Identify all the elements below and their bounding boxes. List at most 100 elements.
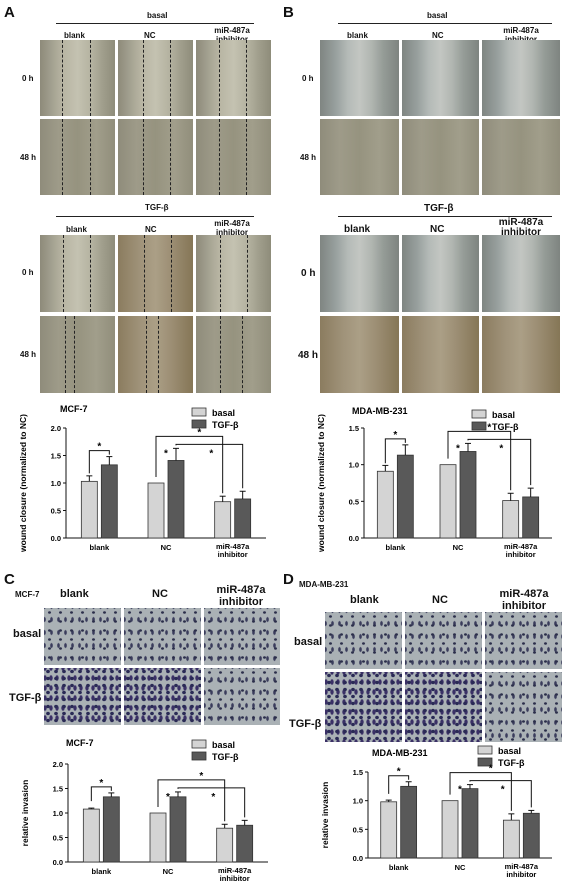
panel-a-tgf-col-inhibitor: miR-487a inhibitor — [214, 219, 250, 237]
panel-c-col-nc: NC — [152, 588, 168, 600]
panel-d-tgf-nc — [405, 672, 482, 742]
bar-tgf-0 — [102, 796, 120, 863]
sig-bracket — [447, 430, 512, 491]
bar-basal-2 — [214, 501, 232, 539]
panel-letter-d: D — [283, 571, 294, 588]
panel-b-basal-0h-blank — [320, 40, 399, 116]
bar-basal-0 — [376, 470, 394, 539]
bar-tgf-2 — [234, 498, 252, 539]
panel-c-row-tgf: TGF-β — [9, 692, 42, 704]
panel-c-tgf-nc — [124, 668, 201, 725]
panel-b-col-inhibitor: miR-487a inhibitor — [503, 26, 539, 44]
bar-basal-2 — [502, 500, 520, 539]
bar-tgf-2 — [236, 824, 254, 863]
y-tick-label: 1.0 — [53, 809, 63, 818]
sig-bracket — [449, 772, 512, 811]
sig-star: * — [393, 430, 397, 441]
panel-d-col-blank: blank — [350, 594, 379, 606]
panel-b-basal-0h-inhibitor — [482, 40, 560, 116]
bar-tgf-0 — [100, 464, 118, 539]
panel-a-top-group: basal — [147, 11, 168, 20]
chart-title: MCF-7 — [60, 404, 88, 414]
y-axis-label: wound closure (normalized to NC) — [316, 414, 326, 553]
legend-swatch — [471, 409, 487, 419]
y-tick-label: 1.5 — [51, 452, 61, 461]
sig-bracket — [175, 443, 244, 489]
sig-star: * — [458, 785, 462, 796]
y-tick-label: 0.0 — [349, 534, 359, 543]
panel-a-tgf-48h-blank — [40, 316, 115, 393]
sig-star: * — [99, 778, 103, 789]
bar-tgf-1 — [167, 460, 185, 539]
panel-c-cell-line: MCF-7 — [15, 590, 40, 599]
sig-star: * — [199, 771, 203, 782]
legend-label: TGF-β — [492, 422, 519, 432]
sig-star: * — [499, 443, 503, 454]
sig-bracket — [177, 787, 246, 818]
panel-a-chart: MCF-7 wound closure (normalized to NC) 0.0… — [18, 404, 266, 559]
x-tick-label: NC — [453, 543, 464, 552]
bar-basal-1 — [439, 464, 457, 539]
panel-b-basal-0h-nc — [402, 40, 479, 116]
bar-basal-0 — [82, 808, 100, 863]
y-tick-label: 1.5 — [353, 768, 363, 777]
y-tick-label: 1.0 — [51, 479, 61, 488]
sig-star: * — [211, 792, 215, 803]
panel-a-col-blank: blank — [64, 31, 85, 40]
legend-label: basal — [498, 746, 521, 756]
legend-label: TGF-β — [212, 420, 239, 430]
sig-bracket — [469, 780, 532, 808]
bar-basal-1 — [149, 812, 167, 863]
bar-tgf-0 — [396, 454, 414, 539]
sig-bracket — [90, 786, 112, 802]
y-tick-label: 1.0 — [349, 461, 359, 470]
bar-basal-2 — [502, 819, 520, 859]
panel-b-tgf-col-blank: blank — [344, 224, 371, 235]
panel-b-tgf-col-inhibitor: miR-487a inhibitor — [498, 217, 544, 238]
x-tick-label: miR-487a — [218, 866, 252, 875]
panel-c-basal-blank — [44, 608, 121, 665]
panel-b-basal-48h-nc — [402, 119, 479, 195]
panel-letter-b: B — [283, 4, 294, 21]
bar-tgf-1 — [459, 451, 477, 539]
panel-a-tgf-48h-inhibitor — [196, 316, 271, 393]
y-tick-label: 0.5 — [51, 507, 61, 516]
panel-a-basal-48h-inhibitor — [196, 119, 271, 195]
y-tick-label: 2.0 — [51, 424, 61, 433]
panel-b-tgf-0h-blank — [320, 235, 399, 312]
panel-b-time-48h: 48 h — [300, 153, 317, 162]
legend-label: basal — [212, 740, 235, 750]
panel-a-col-inhibitor: miR-487a inhibitor — [214, 26, 250, 44]
panel-b-tgf-0h-inhibitor — [482, 235, 560, 312]
panel-c-chart: MCF-7 relative invasion 0.0 0.5 1.0 1.5 2.0 bla… — [20, 738, 268, 881]
panel-a-top-rule — [56, 23, 254, 24]
panel-b-chart: MDA-MB-231 wound closure (normalized to N… — [316, 406, 552, 559]
sig-star: * — [456, 443, 460, 454]
y-axis-label: relative invasion — [320, 782, 330, 849]
panel-b-tgf-col-nc: NC — [430, 224, 445, 235]
sig-bracket — [88, 450, 110, 474]
y-tick-label: 0.0 — [53, 858, 63, 867]
panel-b-tgf-0h-nc — [402, 235, 479, 312]
panel-a-tgf-0h-blank — [40, 235, 115, 312]
sig-star: * — [397, 767, 401, 778]
legend-label: basal — [212, 408, 235, 418]
panel-d-tgf-inhibitor — [485, 672, 562, 742]
panel-b-tgf-48h-nc — [402, 316, 479, 393]
sig-star: * — [166, 792, 170, 803]
sig-star: * — [487, 422, 491, 433]
panel-c-tgf-blank — [44, 668, 121, 725]
x-tick-label: inhibitor — [218, 550, 248, 559]
x-tick-label: NC — [163, 867, 174, 876]
panel-c-col-blank: blank — [60, 588, 89, 600]
bar-basal-1 — [147, 482, 165, 539]
x-tick-label: inhibitor — [220, 874, 250, 881]
panel-c-tgf-inhibitor — [204, 668, 280, 725]
chart-title: MCF-7 — [66, 738, 94, 748]
x-tick-label: blank — [386, 543, 406, 552]
y-tick-label: 0.0 — [353, 854, 363, 863]
bar-tgf-2 — [522, 496, 540, 539]
bar-basal-1 — [441, 800, 459, 859]
panel-c-basal-nc — [124, 608, 201, 665]
panel-a-col-nc: NC — [144, 31, 156, 40]
